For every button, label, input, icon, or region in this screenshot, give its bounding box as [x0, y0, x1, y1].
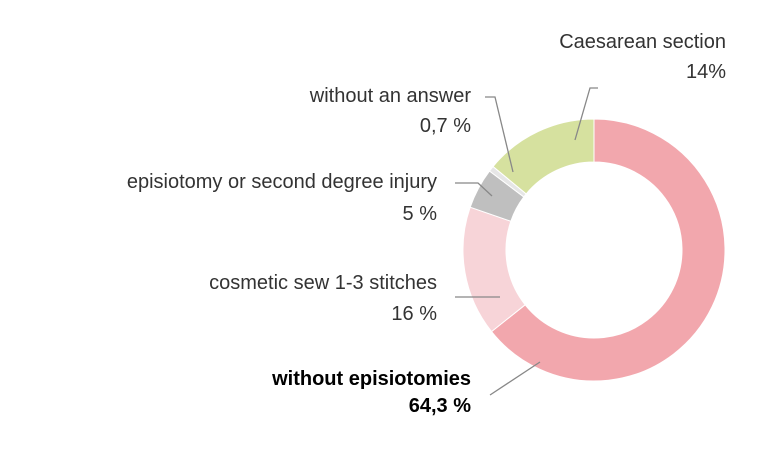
slice-label: without an answer: [309, 85, 472, 107]
value-label: 5 %: [403, 203, 438, 225]
slice-label: without episiotomies: [271, 368, 471, 390]
leader-line: [455, 182, 493, 197]
leader-line: [485, 96, 514, 173]
slice-label: cosmetic sew 1-3 stitches: [209, 272, 437, 294]
leader-line: [574, 87, 598, 141]
leader-line: [489, 361, 541, 396]
slice-label: episiotomy or second degree injury: [127, 171, 437, 193]
donut-slice: [490, 118, 726, 382]
value-label: 16 %: [391, 303, 437, 325]
donut-slice: [492, 118, 595, 195]
value-label: 0,7 %: [420, 115, 471, 137]
value-label: 64,3 %: [409, 395, 471, 417]
slice-label: Caesarean section: [559, 31, 726, 53]
value-label: 14%: [686, 61, 726, 83]
